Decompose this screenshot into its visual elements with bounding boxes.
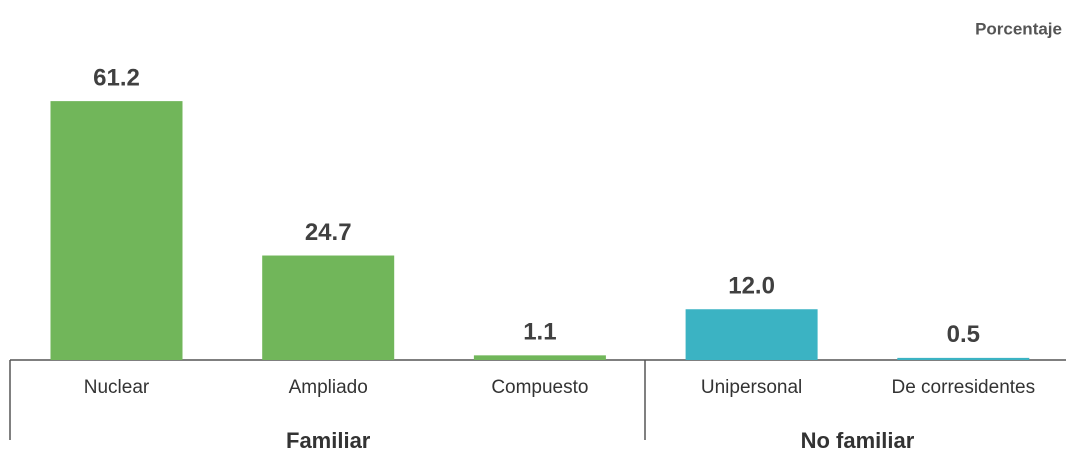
bar <box>897 357 1030 360</box>
value-label: 1.1 <box>523 319 556 346</box>
value-label: 24.7 <box>305 219 352 246</box>
category-label: Ampliado <box>289 377 368 398</box>
bar <box>50 101 183 361</box>
category-label: Compuesto <box>491 377 588 398</box>
bar <box>685 309 818 360</box>
category-label: De corresidentes <box>891 377 1035 398</box>
unit-label: Porcentaje <box>975 19 1062 38</box>
value-label: 0.5 <box>947 321 980 348</box>
category-label: Nuclear <box>84 377 150 398</box>
category-label: Unipersonal <box>701 377 802 398</box>
group-label: No familiar <box>801 428 915 453</box>
value-label: 12.0 <box>728 273 775 300</box>
bar <box>473 355 606 360</box>
group-label: Familiar <box>286 428 371 453</box>
bar <box>262 255 395 360</box>
value-label: 61.2 <box>93 64 140 91</box>
